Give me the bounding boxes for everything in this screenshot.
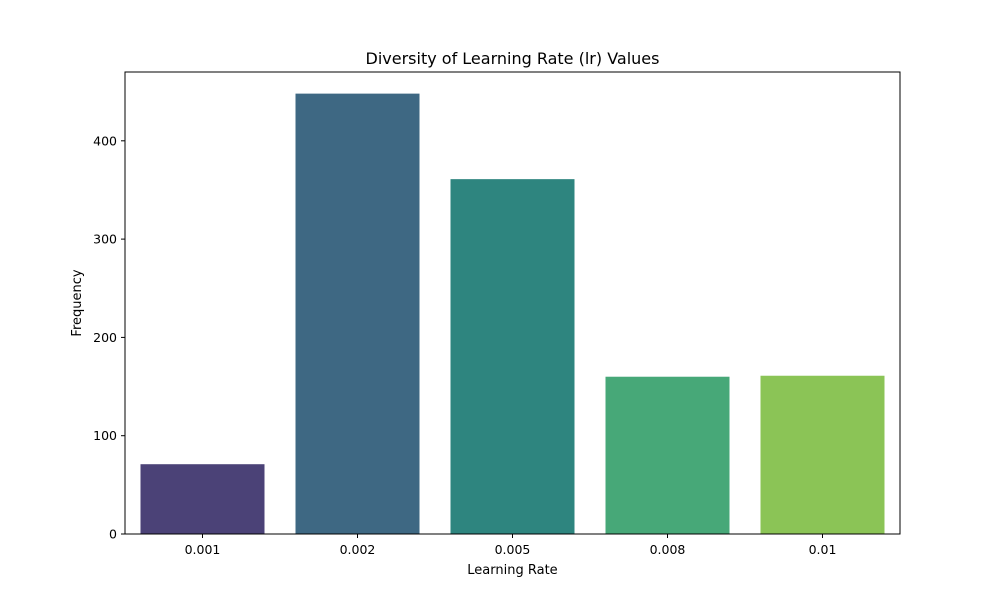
chart-title: Diversity of Learning Rate (lr) Values: [366, 49, 660, 68]
x-tick-label: 0.001: [185, 542, 221, 557]
bar-0.001: [140, 464, 265, 534]
bar-0.01: [760, 375, 885, 534]
bar-0.002: [295, 93, 420, 534]
x-tick-label: 0.005: [495, 542, 531, 557]
y-tick-label: 300: [93, 232, 117, 247]
bar-0.005: [450, 179, 575, 534]
y-tick-label: 400: [93, 133, 117, 148]
bar-0.008: [605, 376, 730, 534]
x-tick-label: 0.008: [650, 542, 686, 557]
bars-group: [140, 93, 885, 534]
x-tick-label: 0.01: [809, 542, 837, 557]
y-tick-label: 200: [93, 330, 117, 345]
y-axis-label: Frequency: [70, 269, 85, 336]
x-axis-ticks: 0.001 0.002 0.005 0.008 0.01: [185, 534, 837, 557]
x-axis-label: Learning Rate: [467, 563, 557, 578]
y-tick-label: 0: [109, 527, 117, 542]
y-axis-ticks: 0 100 200 300 400: [93, 133, 125, 542]
x-tick-label: 0.002: [340, 542, 376, 557]
y-tick-label: 100: [93, 428, 117, 443]
